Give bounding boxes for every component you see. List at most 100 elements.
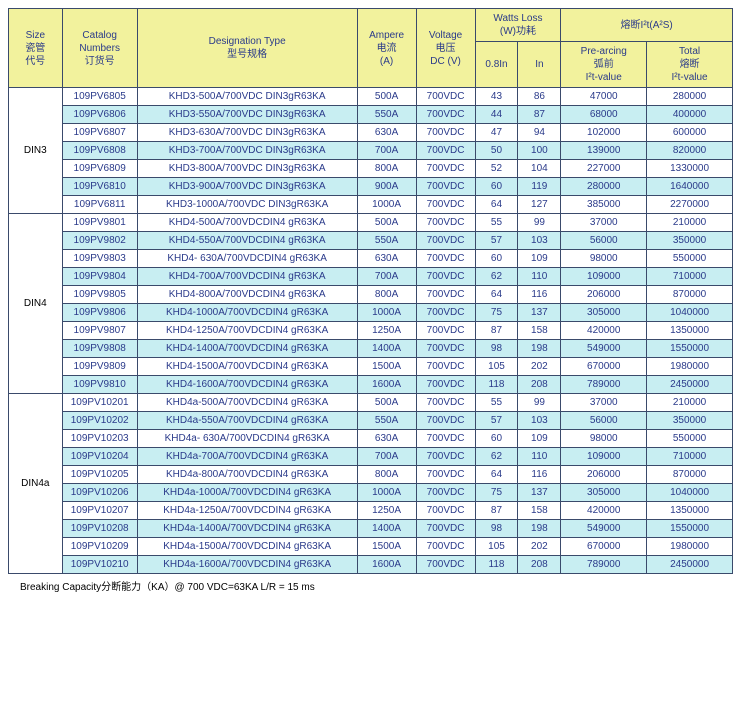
ampere-cell: 800A — [357, 286, 416, 304]
total-cell: 1330000 — [647, 160, 733, 178]
total-cell: 1040000 — [647, 484, 733, 502]
win-cell: 119 — [518, 178, 561, 196]
voltage-cell: 700VDC — [416, 340, 475, 358]
total-cell: 1640000 — [647, 178, 733, 196]
voltage-cell: 700VDC — [416, 268, 475, 286]
voltage-cell: 700VDC — [416, 538, 475, 556]
w08-cell: 57 — [475, 232, 518, 250]
table-row: 109PV9806KHD4-1000A/700VDCDIN4 gR63KA100… — [9, 304, 733, 322]
designation-cell: KHD3-700A/700VDC DIN3gR63KA — [137, 142, 357, 160]
designation-cell: KHD4a-1000A/700VDCDIN4 gR63KA — [137, 484, 357, 502]
col-watts-in: In — [518, 42, 561, 88]
designation-cell: KHD4-1400A/700VDCDIN4 gR63KA — [137, 340, 357, 358]
prearc-cell: 305000 — [561, 304, 647, 322]
voltage-cell: 700VDC — [416, 286, 475, 304]
table-row: 109PV10210KHD4a-1600A/700VDCDIN4 gR63KA1… — [9, 556, 733, 574]
catalog-cell: 109PV9806 — [62, 304, 137, 322]
catalog-cell: 109PV10203 — [62, 430, 137, 448]
voltage-cell: 700VDC — [416, 376, 475, 394]
w08-cell: 75 — [475, 484, 518, 502]
voltage-cell: 700VDC — [416, 394, 475, 412]
designation-cell: KHD4a-1500A/700VDCDIN4 gR63KA — [137, 538, 357, 556]
designation-cell: KHD4a-550A/700VDCDIN4 gR63KA — [137, 412, 357, 430]
w08-cell: 55 — [475, 394, 518, 412]
designation-cell: KHD4a-800A/700VDCDIN4 gR63KA — [137, 466, 357, 484]
ampere-cell: 1250A — [357, 322, 416, 340]
total-cell: 1350000 — [647, 322, 733, 340]
voltage-cell: 700VDC — [416, 358, 475, 376]
col-designation: Designation Type型号规格 — [137, 9, 357, 88]
ampere-cell: 800A — [357, 466, 416, 484]
table-row: DIN4109PV9801KHD4-500A/700VDCDIN4 gR63KA… — [9, 214, 733, 232]
win-cell: 100 — [518, 142, 561, 160]
designation-cell: KHD4a-700A/700VDCDIN4 gR63KA — [137, 448, 357, 466]
voltage-cell: 700VDC — [416, 124, 475, 142]
ampere-cell: 1000A — [357, 304, 416, 322]
ampere-cell: 800A — [357, 160, 416, 178]
win-cell: 109 — [518, 430, 561, 448]
total-cell: 350000 — [647, 232, 733, 250]
win-cell: 87 — [518, 106, 561, 124]
prearc-cell: 56000 — [561, 232, 647, 250]
designation-cell: KHD4-550A/700VDCDIN4 gR63KA — [137, 232, 357, 250]
voltage-cell: 700VDC — [416, 502, 475, 520]
prearc-cell: 98000 — [561, 250, 647, 268]
w08-cell: 105 — [475, 538, 518, 556]
ampere-cell: 1250A — [357, 502, 416, 520]
catalog-cell: 109PV9809 — [62, 358, 137, 376]
prearc-cell: 420000 — [561, 502, 647, 520]
catalog-cell: 109PV6805 — [62, 88, 137, 106]
ampere-cell: 900A — [357, 178, 416, 196]
w08-cell: 118 — [475, 376, 518, 394]
designation-cell: KHD3-800A/700VDC DIN3gR63KA — [137, 160, 357, 178]
catalog-cell: 109PV9804 — [62, 268, 137, 286]
table-row: 109PV6810KHD3-900A/700VDC DIN3gR63KA900A… — [9, 178, 733, 196]
designation-cell: KHD4a- 630A/700VDCDIN4 gR63KA — [137, 430, 357, 448]
w08-cell: 105 — [475, 358, 518, 376]
w08-cell: 43 — [475, 88, 518, 106]
prearc-cell: 102000 — [561, 124, 647, 142]
prearc-cell: 37000 — [561, 214, 647, 232]
ampere-cell: 1000A — [357, 196, 416, 214]
voltage-cell: 700VDC — [416, 250, 475, 268]
table-row: 109PV10208KHD4a-1400A/700VDCDIN4 gR63KA1… — [9, 520, 733, 538]
ampere-cell: 550A — [357, 106, 416, 124]
ampere-cell: 550A — [357, 232, 416, 250]
win-cell: 137 — [518, 484, 561, 502]
win-cell: 158 — [518, 502, 561, 520]
col-total: Total熔断I²t-value — [647, 42, 733, 88]
w08-cell: 64 — [475, 286, 518, 304]
voltage-cell: 700VDC — [416, 88, 475, 106]
designation-cell: KHD4-500A/700VDCDIN4 gR63KA — [137, 214, 357, 232]
designation-cell: KHD3-630A/700VDC DIN3gR63KA — [137, 124, 357, 142]
designation-cell: KHD4-700A/700VDCDIN4 gR63KA — [137, 268, 357, 286]
total-cell: 710000 — [647, 268, 733, 286]
catalog-cell: 109PV6809 — [62, 160, 137, 178]
table-row: 109PV9802KHD4-550A/700VDCDIN4 gR63KA550A… — [9, 232, 733, 250]
win-cell: 198 — [518, 340, 561, 358]
win-cell: 99 — [518, 214, 561, 232]
prearc-cell: 47000 — [561, 88, 647, 106]
table-row: 109PV9805KHD4-800A/700VDCDIN4 gR63KA800A… — [9, 286, 733, 304]
w08-cell: 62 — [475, 448, 518, 466]
prearc-cell: 227000 — [561, 160, 647, 178]
prearc-cell: 206000 — [561, 466, 647, 484]
table-row: 109PV9807KHD4-1250A/700VDCDIN4 gR63KA125… — [9, 322, 733, 340]
win-cell: 208 — [518, 556, 561, 574]
prearc-cell: 280000 — [561, 178, 647, 196]
catalog-cell: 109PV9808 — [62, 340, 137, 358]
w08-cell: 87 — [475, 322, 518, 340]
designation-cell: KHD4-1250A/700VDCDIN4 gR63KA — [137, 322, 357, 340]
w08-cell: 62 — [475, 268, 518, 286]
total-cell: 1040000 — [647, 304, 733, 322]
table-row: 109PV9803KHD4- 630A/700VDCDIN4 gR63KA630… — [9, 250, 733, 268]
col-prearc: Pre-arcing弧前I²t-value — [561, 42, 647, 88]
table-row: 109PV6808KHD3-700A/700VDC DIN3gR63KA700A… — [9, 142, 733, 160]
catalog-cell: 109PV9801 — [62, 214, 137, 232]
total-cell: 1980000 — [647, 538, 733, 556]
win-cell: 137 — [518, 304, 561, 322]
w08-cell: 60 — [475, 178, 518, 196]
ampere-cell: 1600A — [357, 556, 416, 574]
prearc-cell: 139000 — [561, 142, 647, 160]
table-row: 109PV10209KHD4a-1500A/700VDCDIN4 gR63KA1… — [9, 538, 733, 556]
